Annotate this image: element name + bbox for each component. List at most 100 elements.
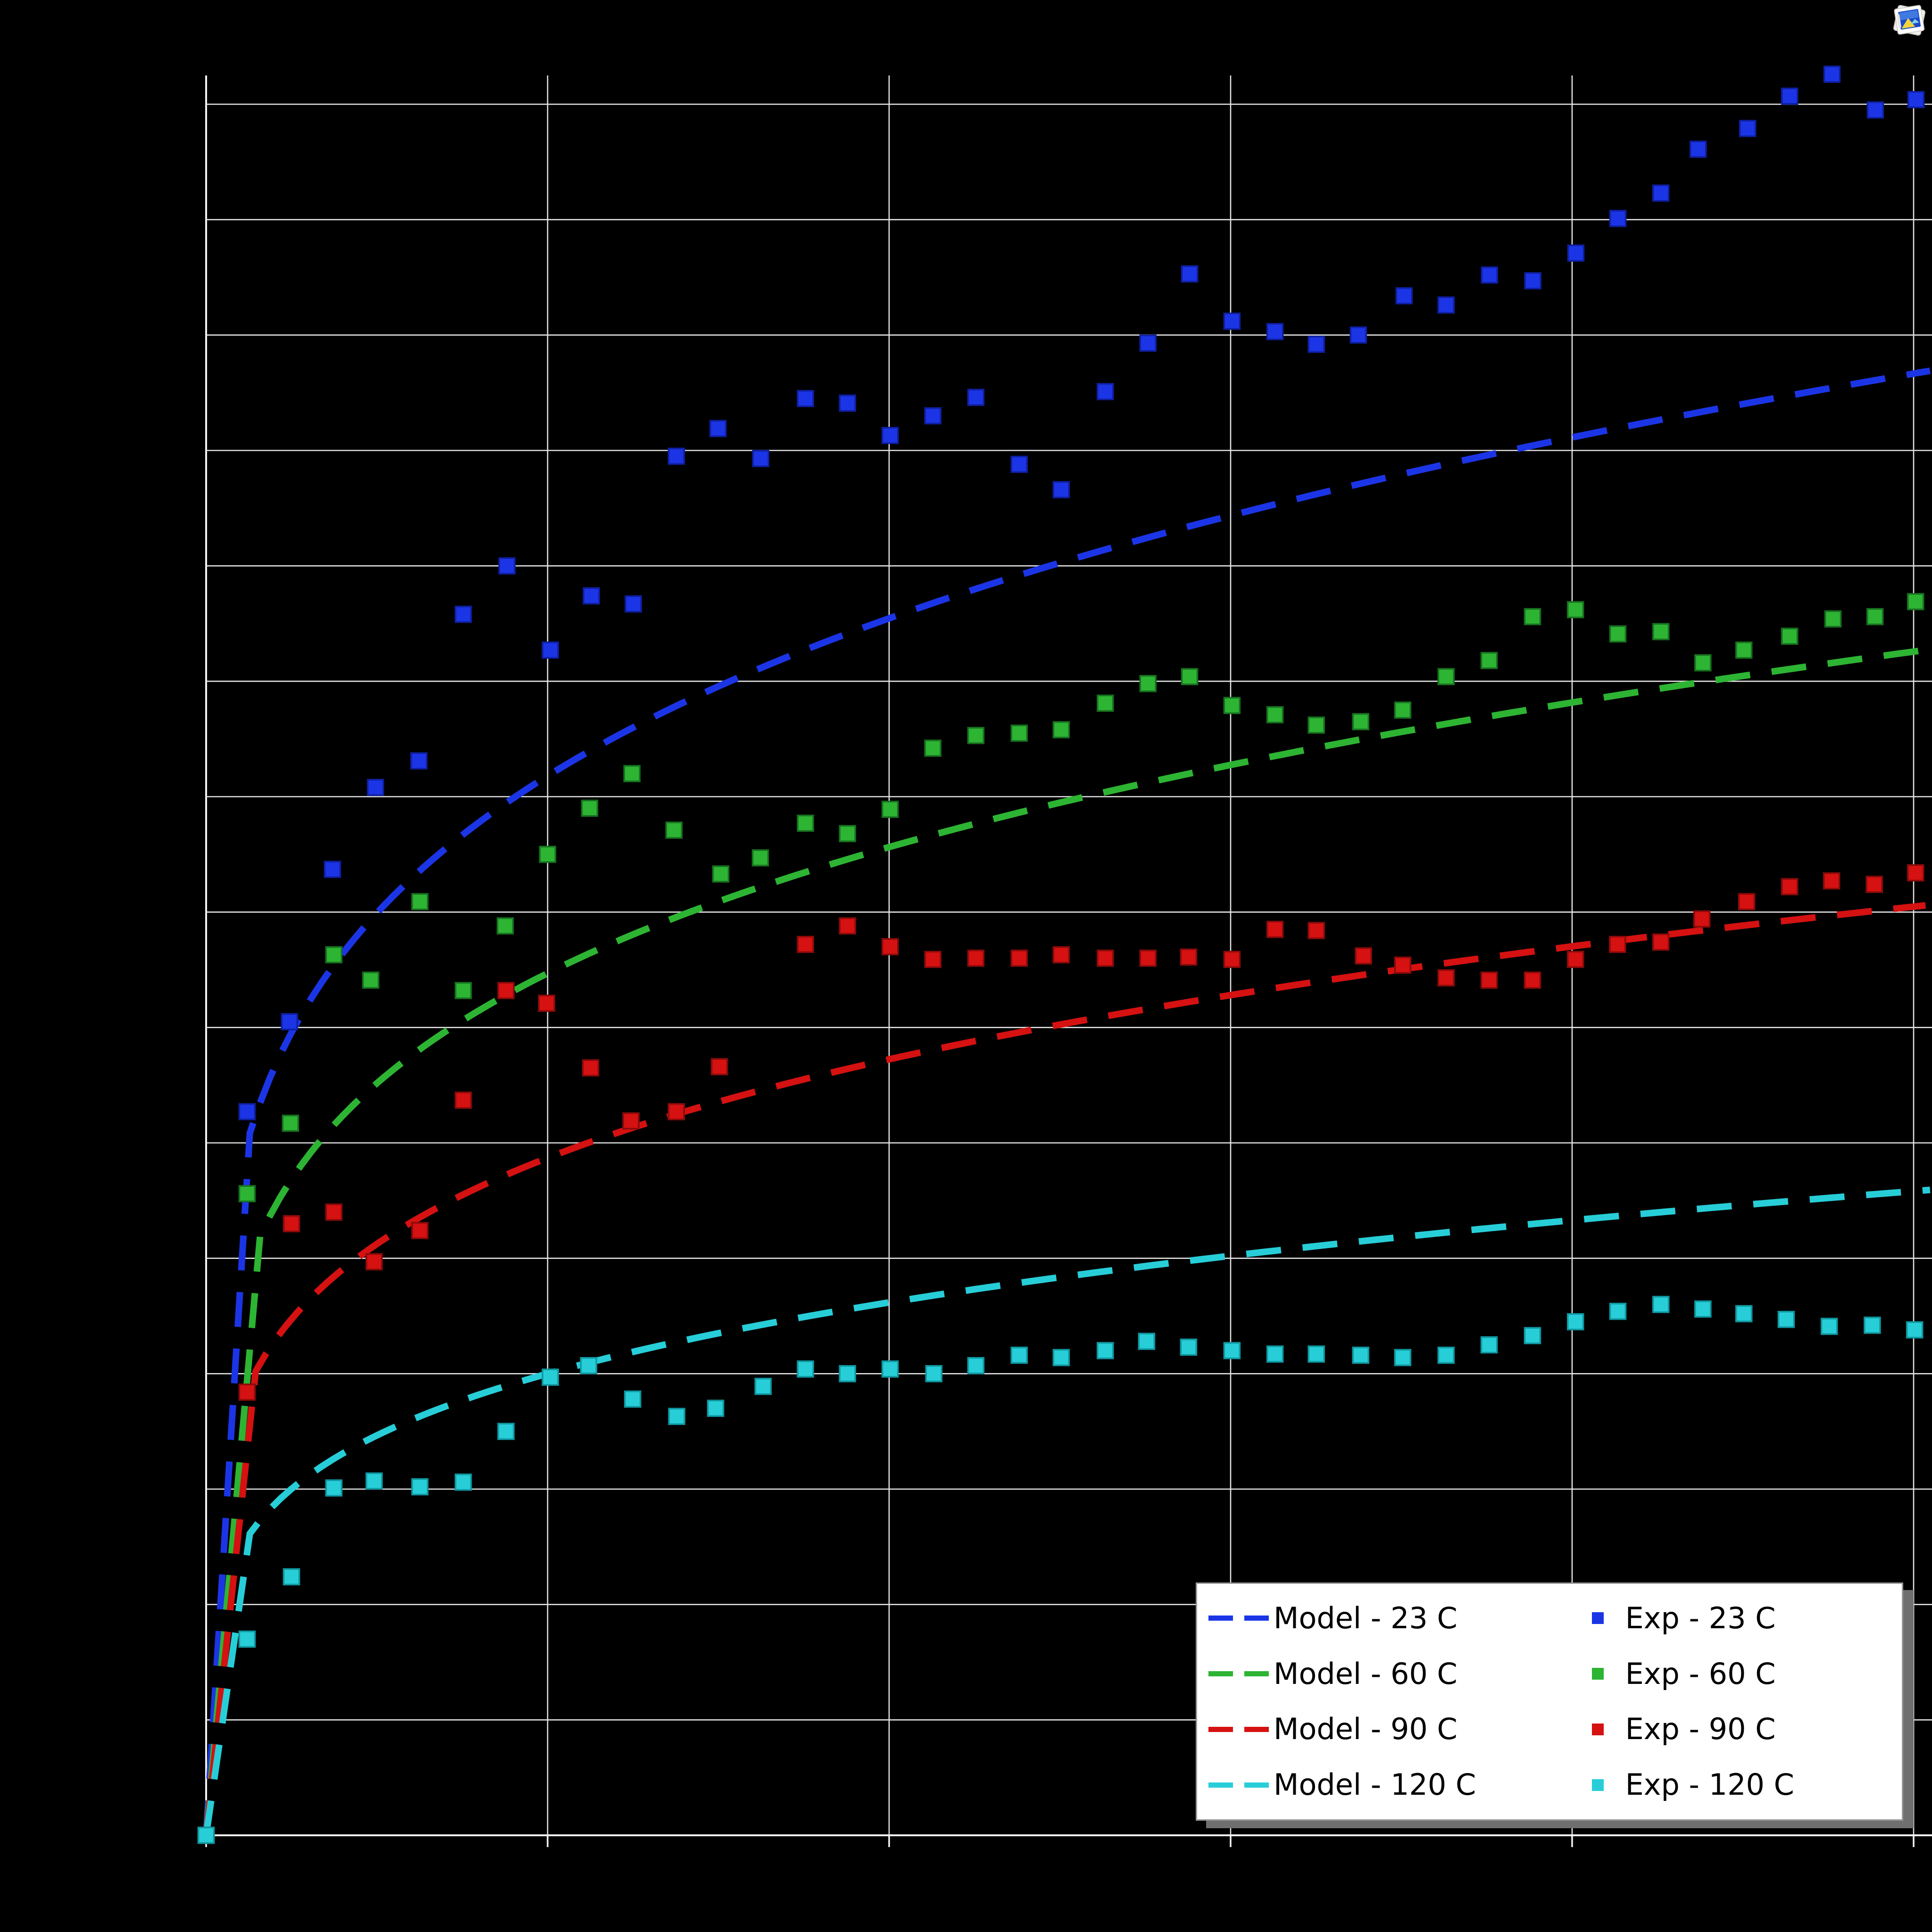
legend-model-column: Model - 23 C Model - 60 C Model - 90 C M… (1197, 1584, 1592, 1819)
exp-marker (1052, 481, 1070, 499)
legend-label: Exp - 23 C (1625, 1600, 1776, 1635)
exp-marker (1437, 1346, 1455, 1364)
exp-marker (924, 950, 941, 968)
exp-marker (1010, 949, 1028, 967)
exp-marker (283, 1568, 300, 1586)
legend-item-exp-23c: Exp - 23 C (1591, 1591, 1902, 1646)
exp-marker (541, 641, 559, 659)
exp-marker (454, 1474, 472, 1491)
exp-marker (324, 860, 341, 878)
exp-marker (624, 1390, 641, 1408)
legend-label: Exp - 90 C (1625, 1712, 1776, 1747)
exp-marker (797, 390, 814, 408)
exp-marker (1566, 1313, 1584, 1331)
exp-marker (625, 595, 642, 613)
legend-label: Model - 90 C (1274, 1712, 1457, 1747)
exp-marker (924, 739, 941, 757)
legend-item-exp-90c: Exp - 90 C (1591, 1702, 1902, 1757)
legend-label: Model - 60 C (1274, 1656, 1457, 1691)
exp-marker (1652, 1296, 1670, 1313)
exp-marker (839, 394, 856, 412)
exp-marker (541, 1368, 559, 1386)
exp-marker (1652, 933, 1670, 951)
exp-marker (1777, 1311, 1795, 1328)
exp-marker (1437, 969, 1455, 987)
exp-marker (1307, 922, 1325, 940)
legend-label: Model - 120 C (1274, 1767, 1476, 1802)
exp-marker (797, 935, 814, 953)
exp-marker (197, 1826, 215, 1844)
exp-marker (580, 1357, 598, 1374)
exp-marker (1524, 608, 1541, 625)
exp-marker (454, 606, 472, 623)
exp-marker (410, 752, 428, 770)
exp-marker (1052, 721, 1070, 739)
exp-marker (1739, 120, 1757, 137)
legend-label: Exp - 60 C (1625, 1656, 1776, 1691)
exp-marker (1866, 608, 1884, 625)
exp-marker (1097, 949, 1114, 967)
dashed-line-sample-blue (1208, 1616, 1269, 1621)
exp-marker (1781, 87, 1799, 105)
exp-marker (1907, 593, 1924, 610)
exp-marker (1781, 627, 1799, 645)
exp-marker (1223, 1342, 1241, 1359)
exp-marker (1652, 184, 1670, 202)
exp-marker (1437, 668, 1455, 685)
exp-marker (1864, 1316, 1881, 1334)
exp-marker (622, 1112, 640, 1130)
exp-marker (539, 846, 557, 863)
image-thumbnail-icon (1890, 2, 1929, 39)
exp-marker (1097, 1342, 1114, 1359)
exp-marker (1694, 654, 1712, 672)
exp-marker (1010, 1346, 1028, 1364)
exp-marker (281, 1013, 298, 1031)
exp-marker (454, 1091, 472, 1109)
exp-marker (1694, 1300, 1712, 1318)
exp-marker (325, 1479, 343, 1497)
exp-marker (496, 917, 514, 935)
exp-marker (1052, 1349, 1070, 1366)
exp-marker (1693, 910, 1711, 928)
exp-marker (1394, 1349, 1412, 1366)
exp-marker (710, 1058, 728, 1075)
exp-marker (538, 994, 556, 1012)
exp-marker (1181, 265, 1199, 283)
exp-marker (1689, 141, 1707, 158)
exp-marker (454, 982, 472, 999)
exp-marker (1139, 949, 1157, 967)
exp-marker (1139, 334, 1157, 352)
exp-marker (1307, 716, 1325, 734)
exp-marker (1223, 312, 1241, 330)
exp-marker (1609, 625, 1627, 643)
exp-marker (1352, 713, 1370, 731)
exp-marker (797, 815, 814, 832)
exp-marker (1524, 272, 1541, 290)
square-marker-sample-green (1591, 1668, 1604, 1680)
exp-marker (283, 1215, 300, 1232)
exp-marker (365, 1253, 383, 1271)
exp-marker (752, 450, 770, 467)
exp-marker (1907, 91, 1925, 108)
exp-marker (1566, 601, 1584, 618)
exp-marker (881, 426, 899, 444)
exp-marker (411, 1478, 429, 1496)
exp-marker (668, 1407, 685, 1425)
exp-marker (665, 821, 683, 839)
exp-marker (1266, 1345, 1284, 1363)
exp-marker (238, 1630, 256, 1648)
legend-label: Model - 23 C (1274, 1600, 1457, 1635)
exp-marker (1524, 971, 1541, 989)
exp-marker (1266, 323, 1284, 341)
square-marker-sample-red (1591, 1723, 1604, 1735)
exp-marker (1480, 1336, 1498, 1354)
legend-item-model-120c: Model - 120 C (1208, 1757, 1592, 1813)
exp-marker (967, 727, 985, 744)
exp-marker (497, 982, 515, 999)
exp-marker (1052, 946, 1070, 964)
legend-item-model-60c: Model - 60 C (1208, 1646, 1592, 1702)
exp-marker (754, 1377, 772, 1395)
exp-marker (1609, 209, 1627, 227)
exp-marker (362, 971, 380, 989)
